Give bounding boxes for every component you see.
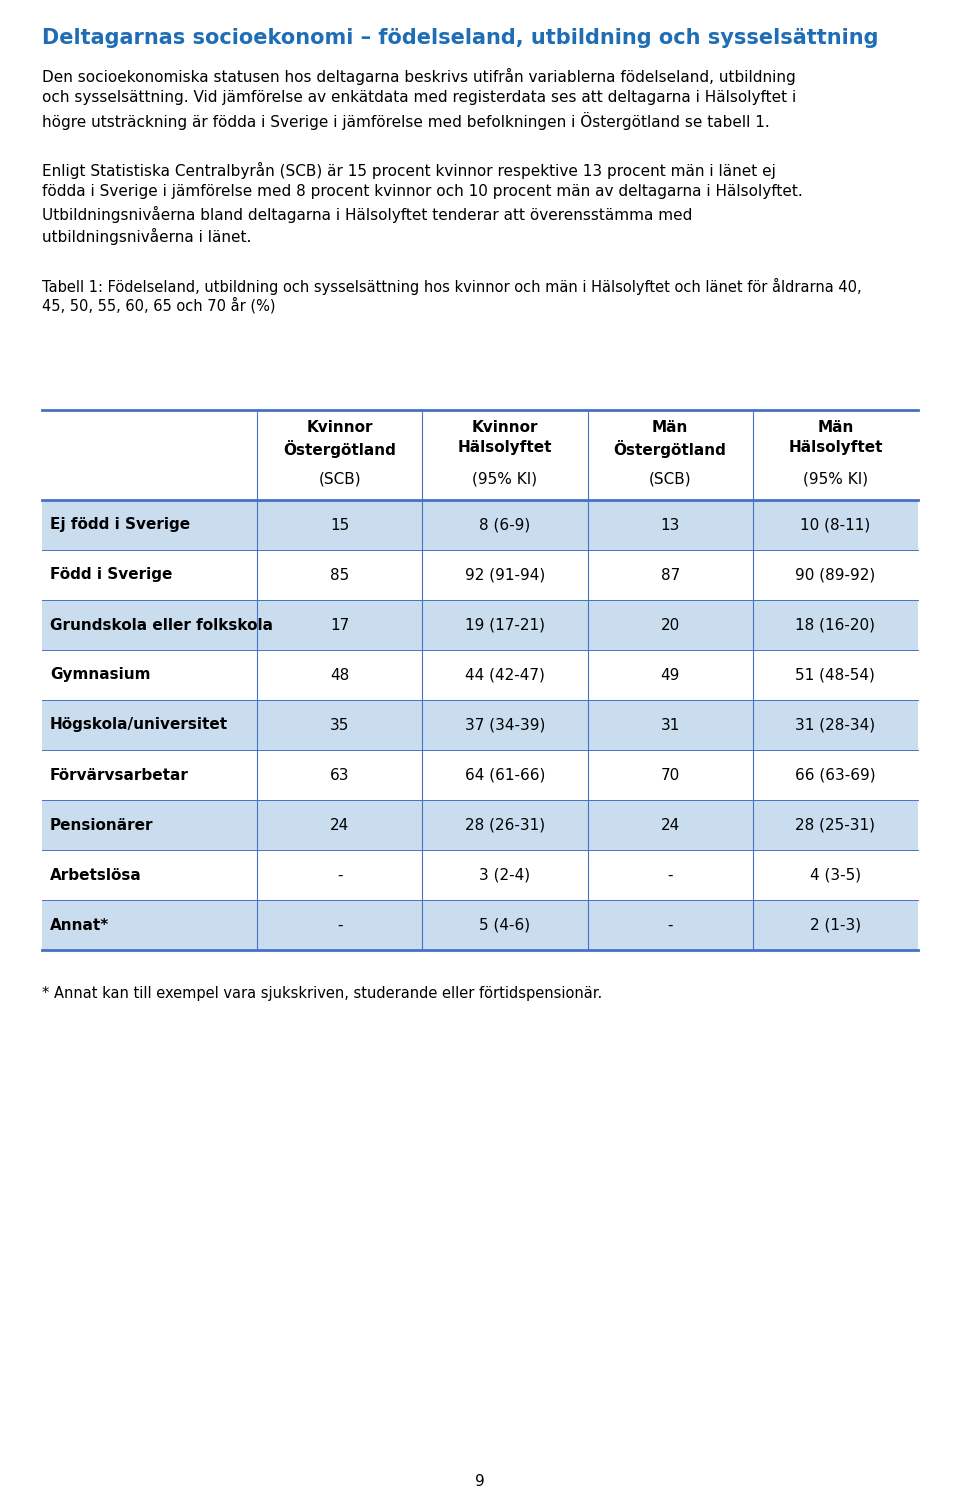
Text: Män: Män [652, 420, 688, 435]
Text: Deltagarnas socioekonomi – födelseland, utbildning och sysselsättning: Deltagarnas socioekonomi – födelseland, … [42, 28, 878, 48]
Text: 66 (63-69): 66 (63-69) [795, 768, 876, 783]
Text: 8 (6-9): 8 (6-9) [479, 517, 531, 532]
Text: Östergötland: Östergötland [283, 441, 396, 459]
Text: (95% KI): (95% KI) [803, 472, 868, 487]
Text: 2 (1-3): 2 (1-3) [810, 917, 861, 932]
Text: 31: 31 [660, 717, 680, 732]
Bar [42, 601, 918, 650]
Text: -: - [337, 917, 343, 932]
Text: högre utsträckning är födda i Sverige i jämförelse med befolkningen i Östergötla: högre utsträckning är födda i Sverige i … [42, 112, 770, 130]
Text: Östergötland: Östergötland [613, 441, 727, 459]
Text: 87: 87 [660, 568, 680, 583]
Text: 48: 48 [330, 668, 349, 683]
Text: Hälsolyftet: Hälsolyftet [788, 441, 882, 456]
Text: 24: 24 [330, 817, 349, 832]
Text: Tabell 1: Födelseland, utbildning och sysselsättning hos kvinnor och män i Hälso: Tabell 1: Födelseland, utbildning och sy… [42, 278, 862, 294]
Text: 19 (17-21): 19 (17-21) [465, 617, 545, 632]
Text: födda i Sverige i jämförelse med 8 procent kvinnor och 10 procent män av deltaga: födda i Sverige i jämförelse med 8 proce… [42, 184, 803, 199]
Text: Pensionärer: Pensionärer [50, 817, 154, 832]
Text: Den socioekonomiska statusen hos deltagarna beskrivs utifrån variablerna födelse: Den socioekonomiska statusen hos deltaga… [42, 69, 796, 85]
Text: 90 (89-92): 90 (89-92) [795, 568, 876, 583]
Text: 28 (25-31): 28 (25-31) [796, 817, 876, 832]
Text: (SCB): (SCB) [319, 472, 361, 487]
Text: -: - [667, 868, 673, 883]
Text: 49: 49 [660, 668, 680, 683]
Text: 44 (42-47): 44 (42-47) [465, 668, 545, 683]
Text: 37 (34-39): 37 (34-39) [465, 717, 545, 732]
Text: 4 (3-5): 4 (3-5) [810, 868, 861, 883]
Text: (95% KI): (95% KI) [472, 472, 538, 487]
Bar [42, 701, 918, 750]
Text: 3 (2-4): 3 (2-4) [479, 868, 531, 883]
Bar [42, 899, 918, 950]
Text: Kvinnor: Kvinnor [471, 420, 539, 435]
Text: och sysselsättning. Vid jämförelse av enkätdata med registerdata ses att deltaga: och sysselsättning. Vid jämförelse av en… [42, 90, 796, 105]
Text: 63: 63 [330, 768, 349, 783]
Text: Män: Män [817, 420, 853, 435]
Text: 85: 85 [330, 568, 349, 583]
Text: Högskola/universitet: Högskola/universitet [50, 717, 228, 732]
Text: 31 (28-34): 31 (28-34) [795, 717, 876, 732]
Text: 10 (8-11): 10 (8-11) [801, 517, 871, 532]
Text: 92 (91-94): 92 (91-94) [465, 568, 545, 583]
Bar [42, 799, 918, 850]
Text: (SCB): (SCB) [649, 472, 691, 487]
Text: Ej född i Sverige: Ej född i Sverige [50, 517, 190, 532]
Text: Förvärvsarbetar: Förvärvsarbetar [50, 768, 189, 783]
Text: Gymnasium: Gymnasium [50, 668, 151, 683]
Text: Arbetslösa: Arbetslösa [50, 868, 142, 883]
Text: -: - [337, 868, 343, 883]
Text: 24: 24 [660, 817, 680, 832]
Text: 20: 20 [660, 617, 680, 632]
Text: 13: 13 [660, 517, 680, 532]
Text: -: - [667, 917, 673, 932]
Text: 18 (16-20): 18 (16-20) [796, 617, 876, 632]
Text: 9: 9 [475, 1475, 485, 1490]
Text: 5 (4-6): 5 (4-6) [479, 917, 531, 932]
Text: 70: 70 [660, 768, 680, 783]
Text: Grundskola eller folkskola: Grundskola eller folkskola [50, 617, 273, 632]
Text: 64 (61-66): 64 (61-66) [465, 768, 545, 783]
Text: Utbildningsnivåerna bland deltagarna i Hälsolyftet tenderar att överensstämma me: Utbildningsnivåerna bland deltagarna i H… [42, 206, 692, 223]
Text: * Annat kan till exempel vara sjukskriven, studerande eller förtidspensionär.: * Annat kan till exempel vara sjukskrive… [42, 986, 602, 1001]
Text: Enligt Statistiska Centralbyrån (SCB) är 15 procent kvinnor respektive 13 procen: Enligt Statistiska Centralbyrån (SCB) är… [42, 161, 776, 179]
Text: Hälsolyftet: Hälsolyftet [458, 441, 552, 456]
Text: 51 (48-54): 51 (48-54) [796, 668, 876, 683]
Text: Kvinnor: Kvinnor [306, 420, 372, 435]
Text: utbildningsnivåerna i länet.: utbildningsnivåerna i länet. [42, 229, 252, 245]
Bar [42, 500, 918, 550]
Text: 17: 17 [330, 617, 349, 632]
Text: Annat*: Annat* [50, 917, 109, 932]
Text: 15: 15 [330, 517, 349, 532]
Text: 28 (26-31): 28 (26-31) [465, 817, 545, 832]
Text: 35: 35 [330, 717, 349, 732]
Text: Född i Sverige: Född i Sverige [50, 568, 173, 583]
Text: 45, 50, 55, 60, 65 och 70 år (%): 45, 50, 55, 60, 65 och 70 år (%) [42, 297, 276, 314]
